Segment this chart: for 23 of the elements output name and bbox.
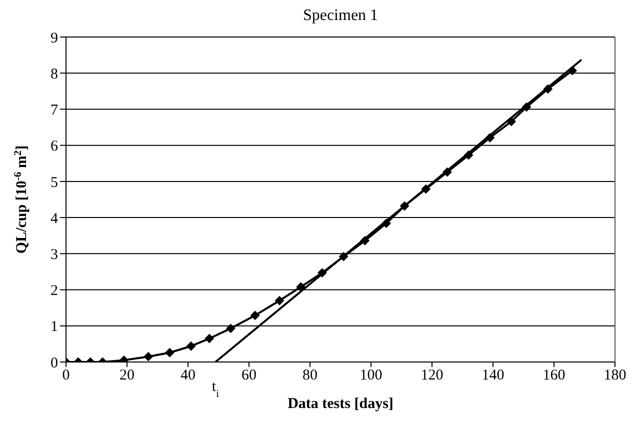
x-tick-label: 140 — [482, 368, 504, 384]
x-tick-label: 160 — [542, 368, 566, 384]
x-tick-label: 120 — [420, 368, 444, 384]
y-tick-label: 9 — [50, 30, 58, 46]
x-tick-label: 20 — [120, 368, 134, 384]
x-tick-label: 100 — [360, 368, 382, 384]
x-tick-label: 80 — [302, 368, 318, 384]
y-tick-label: 2 — [50, 283, 58, 300]
x-axis-title: Data tests [days] — [288, 396, 394, 412]
y-tick-label: 3 — [50, 246, 58, 263]
annotation: t$_{i}$ — [212, 379, 220, 400]
chart-title: Specimen 1 — [302, 7, 378, 24]
x-tick-label: 180 — [604, 368, 626, 384]
y-tick-label: 1 — [50, 319, 58, 336]
y-tick-label: 6 — [50, 138, 58, 155]
x-tick-label: 60 — [242, 368, 256, 384]
y-tick-label: 7 — [50, 102, 58, 119]
y-tick-label: 0 — [50, 355, 58, 372]
x-tick-label: 0 — [62, 368, 70, 384]
y-tick-label: 5 — [50, 174, 58, 191]
x-tick-label: 40 — [180, 368, 196, 384]
y-tick-label: 4 — [50, 210, 58, 227]
y-tick-label: 8 — [50, 66, 58, 82]
